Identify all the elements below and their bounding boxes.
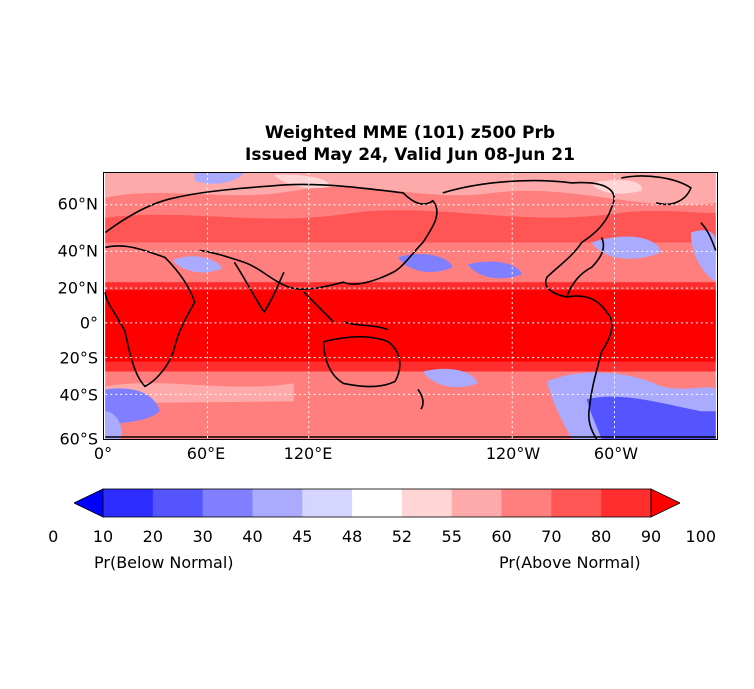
- below-normal-patch-east-atlantic: [690, 230, 716, 283]
- colorbar-min-arrow: [74, 488, 104, 518]
- lat-label-40n: 40°N: [57, 241, 98, 261]
- colorbar-cell: [103, 489, 154, 517]
- below-normal-patch-far-south: [105, 411, 122, 439]
- below-normal-patch-npac-1: [398, 253, 453, 273]
- colorbar-cell: [551, 489, 602, 517]
- probability-map: [103, 172, 718, 440]
- colorbar-frame: [102, 488, 652, 518]
- neutral-arctic-2: [591, 180, 642, 194]
- below-normal-arctic-1: [194, 173, 245, 184]
- mid-lat-north-band: [105, 210, 716, 243]
- colorbar-max-arrow: [650, 488, 680, 518]
- colorbar-tick-label: 20: [142, 527, 163, 546]
- colorbar-tick-label: 45: [292, 527, 313, 546]
- north-high-lat-band: [105, 173, 716, 205]
- colorbar-cells: [103, 489, 652, 517]
- colorbar-tick-label: 60: [491, 527, 512, 546]
- colorbar-tick-label: 30: [192, 527, 213, 546]
- tropical-band-core: [105, 290, 716, 362]
- colorbar-cell: [152, 489, 204, 517]
- colorbar-cell: [501, 489, 552, 517]
- colorbar-tick-label: 40: [242, 527, 263, 546]
- lat-label-40s: 40°S: [59, 385, 98, 405]
- lon-label-60w: 60°W: [593, 444, 639, 463]
- map-title-line1: Weighted MME (101) z500 Prb: [264, 123, 556, 143]
- colorbar-cell: [302, 489, 353, 517]
- colorbar-cell: [252, 489, 303, 517]
- below-normal-patch-npac-2: [467, 261, 523, 279]
- colorbar-cell: [601, 489, 652, 517]
- colorbar-cell: [451, 489, 503, 517]
- south-light-band: [105, 383, 294, 404]
- colorbar-cell: [202, 489, 253, 517]
- colorbar-tick-label: 90: [640, 527, 662, 546]
- colorbar-tick-label: 10: [92, 527, 114, 546]
- map-title-line2: Issued May 24, Valid Jun 08-Jun 21: [245, 145, 575, 165]
- below-normal-patch-atlantic: [591, 236, 662, 259]
- above-normal-label: Pr(Above Normal): [499, 553, 641, 572]
- lat-label-60n: 60°N: [57, 194, 98, 214]
- colorbar-cell: [352, 489, 403, 517]
- below-normal-core-south-america: [586, 396, 716, 439]
- below-normal-patch-south-atlantic-w: [105, 388, 160, 427]
- coastlines: [104, 175, 717, 439]
- below-normal-label: Pr(Below Normal): [94, 553, 234, 572]
- lon-label-0: 0°: [93, 444, 113, 463]
- map-canvas: [104, 173, 717, 439]
- colorbar-tick-label: 55: [441, 527, 462, 546]
- colorbar-tick-label: 52: [391, 527, 413, 546]
- colorbar-tick-label: 80: [590, 527, 612, 546]
- colorbar-tick-label: 100: [685, 527, 717, 546]
- colorbar-tick-label: 70: [541, 527, 562, 546]
- below-normal-patch-arabia: [172, 256, 223, 273]
- colorbar: [74, 488, 680, 518]
- lon-label-120e: 120°E: [283, 444, 333, 463]
- colorbar-tick-label: 48: [341, 527, 363, 546]
- lat-label-60s: 60°S: [59, 429, 98, 449]
- lat-label-0: 0°: [79, 313, 98, 333]
- lon-label-60e: 60°E: [186, 444, 226, 463]
- lat-label-20n: 20°N: [57, 278, 98, 298]
- lat-label-20s: 20°S: [59, 348, 98, 368]
- colorbar-cell: [401, 489, 453, 517]
- below-normal-patch-spac: [422, 368, 478, 388]
- colorbar-tick-label: 0: [48, 527, 59, 546]
- lon-label-120w: 120°W: [485, 444, 541, 463]
